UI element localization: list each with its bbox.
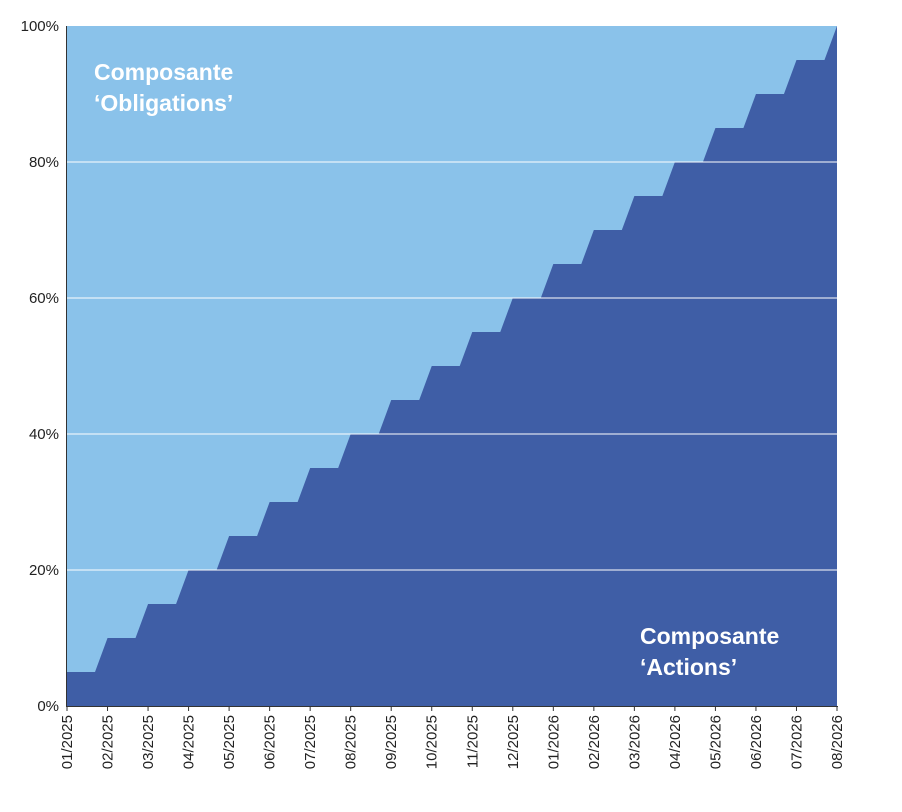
x-tick-label: 06/2026 <box>748 715 765 769</box>
actions-label: Composante ‘Actions’ <box>640 623 786 680</box>
x-tick-label: 05/2025 <box>221 715 238 769</box>
x-tick-label: 01/2026 <box>545 715 562 769</box>
y-tick-label: 80% <box>29 154 59 171</box>
x-tick-label: 03/2025 <box>140 715 157 769</box>
y-tick-label: 20% <box>29 562 59 579</box>
x-tick-label: 10/2025 <box>424 715 441 769</box>
x-tick-label: 01/2025 <box>59 715 76 769</box>
x-tick-label: 07/2026 <box>788 715 805 769</box>
y-tick-label: 60% <box>29 290 59 307</box>
x-tick-label: 12/2025 <box>505 715 522 769</box>
actions-label-line-1: Composante <box>640 623 779 649</box>
x-tick-label: 02/2025 <box>100 715 117 769</box>
x-tick-label: 09/2025 <box>383 715 400 769</box>
actions-area <box>67 26 837 706</box>
y-axis: 0% 20% 40% 60% 80% 100% <box>21 18 67 715</box>
gridlines <box>67 161 837 571</box>
x-axis: 01/2025 02/2025 03/2025 04/2025 05/2025 06/20… <box>59 706 846 769</box>
obligations-label-line-1: Composante <box>94 59 233 85</box>
x-tick-label: 11/2025 <box>464 715 481 768</box>
y-tick-label: 0% <box>37 698 59 715</box>
y-tick-label: 100% <box>21 18 59 35</box>
x-tick-label: 04/2025 <box>181 715 198 769</box>
x-tick-label: 04/2026 <box>667 715 684 769</box>
actions-label-line-2: ‘Actions’ <box>640 654 737 680</box>
x-tick-label: 03/2026 <box>626 715 643 769</box>
x-tick-label: 08/2025 <box>343 715 360 769</box>
y-tick-label: 40% <box>29 426 59 443</box>
x-tick-label: 02/2026 <box>586 715 603 769</box>
obligations-label-line-2: ‘Obligations’ <box>94 90 233 116</box>
x-tick-label: 08/2026 <box>829 715 846 769</box>
x-tick-label: 05/2026 <box>707 715 724 769</box>
x-tick-label: 07/2025 <box>302 715 319 769</box>
x-tick-label: 06/2025 <box>262 715 279 769</box>
obligations-label: Composante ‘Obligations’ <box>94 59 240 116</box>
